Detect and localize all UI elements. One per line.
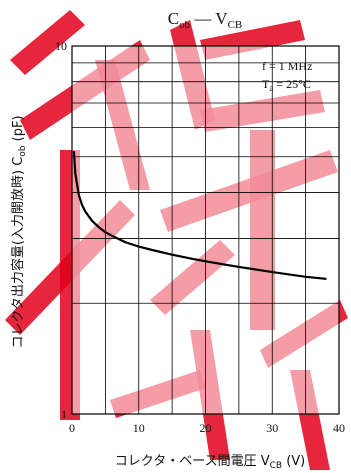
- plot-frame: [71, 45, 340, 415]
- x-tick-label: 40: [333, 421, 345, 435]
- y-tick-label: 1: [61, 407, 67, 421]
- x-axis-label: コレクタ・ベース間電圧 VCB (V): [115, 454, 306, 471]
- series-line: [72, 151, 327, 280]
- x-tick-label: 0: [69, 421, 75, 435]
- temperature-annotation: Ta = 25°C: [262, 77, 311, 93]
- y-axis-label: コレクタ出力容量(入力開放時) Cob (pF): [10, 115, 28, 348]
- x-tick-label: 30: [266, 421, 278, 435]
- x-tick-label: 20: [200, 421, 212, 435]
- chart-title: Cob — VCB: [168, 9, 243, 31]
- plot-area: 0 10 20 30 40 1 10: [55, 39, 345, 435]
- x-tick-label: 10: [133, 421, 145, 435]
- frequency-annotation: f = 1 MHz: [262, 59, 312, 73]
- y-tick-label: 10: [55, 39, 67, 53]
